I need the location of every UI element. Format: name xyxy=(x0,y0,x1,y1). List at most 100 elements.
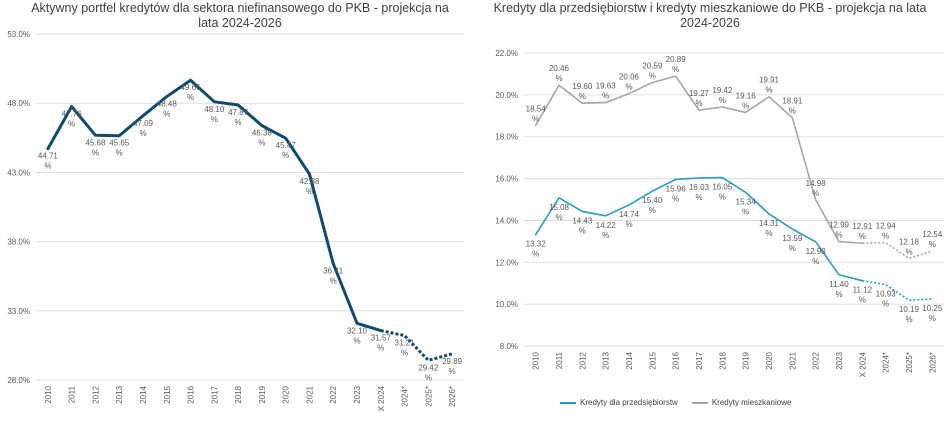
legend-label-przedsiebiorstw: Kredyty dla przedsiębiorstw xyxy=(580,398,678,407)
chart2-series-1-projection-line xyxy=(862,279,933,301)
chart2-series-2-data-label: 14.98% xyxy=(806,179,827,198)
chart1-ytick-label: 33.0% xyxy=(7,307,30,316)
chart2-ytick-label: 8.0% xyxy=(500,342,518,351)
chart1-series-1-data-label: 36.41% xyxy=(323,267,344,286)
chart1-xtick-label: 2013 xyxy=(115,385,124,403)
chart1-ytick-label: 38.0% xyxy=(7,238,30,247)
chart2-series-1-data-label: 16.05% xyxy=(712,183,733,202)
chart1-series-1-data-label: 47.09% xyxy=(133,119,154,138)
chart2-series-1-data-label: 14.43% xyxy=(572,216,593,235)
chart2-xtick-label: 2010 xyxy=(532,351,541,369)
chart1-ytick-label: 53.0% xyxy=(7,30,30,39)
chart2-series-2-data-label: 19.16% xyxy=(736,91,757,110)
chart2-xtick-label: 2024* xyxy=(882,352,891,373)
chart1-series-1-data-label: 29.89% xyxy=(442,357,463,376)
chart2-series-1-data-label: 13.59% xyxy=(782,234,803,253)
chart2-ytick-label: 10.0% xyxy=(495,300,518,309)
chart1-series-1-data-label: 47.87% xyxy=(228,108,249,127)
legend-swatch-mieszkaniowe xyxy=(691,401,708,404)
chart2-series-2-data-label: 18.54% xyxy=(526,104,547,123)
chart2-ytick-label: 20.0% xyxy=(495,91,518,100)
chart2-series-2-data-label: 12.91% xyxy=(852,222,873,241)
chart1-xtick-label: 2022 xyxy=(329,385,338,403)
chart1-xtick-label: 2019 xyxy=(258,385,267,403)
chart1-series-1-data-label: 45.47% xyxy=(276,141,297,160)
chart1-series-1-data-label: 47.76% xyxy=(62,110,83,129)
chart2-series-2-line xyxy=(534,75,864,245)
chart2-xtick-label: 2016 xyxy=(672,351,681,369)
chart2-series-1-data-label: 10.93% xyxy=(876,290,897,309)
chart1-xtick-label: X 2024 xyxy=(377,385,386,411)
chart2: 8.0% 10.0% 12.0% 14.0% 16.0% 18.0% 20.0% 22.0% 2… xyxy=(495,49,944,377)
chart2-xtick-label: 2022 xyxy=(812,351,821,369)
legend-item-mieszkaniowe: Kredyty mieszkaniowe xyxy=(691,398,792,407)
legend-item-przedsiebiorstw: Kredyty dla przedsiębiorstw xyxy=(560,398,678,407)
chart2-xtick-label: 2025* xyxy=(905,352,914,373)
chart1-xtick-label: 2023 xyxy=(353,385,362,403)
chart2-series-2-data-label: 19.60% xyxy=(572,82,593,101)
chart2-series-1-data-label: 14.74% xyxy=(619,210,640,229)
chart1-xtick-label: 2016 xyxy=(187,385,196,403)
chart2-series-2-data-label: 20.89% xyxy=(666,55,687,74)
legend-label-mieszkaniowe: Kredyty mieszkaniowe xyxy=(711,398,792,407)
chart1-title: Aktywny portfel kredytów dla sektora nie… xyxy=(31,1,449,30)
chart2-series-2-projection-line xyxy=(862,241,933,260)
chart2-xtick-label: 2023 xyxy=(835,351,844,369)
chart1-series-1-data-label: 29.42% xyxy=(418,363,439,382)
chart1-xtick-label: 2026* xyxy=(448,386,457,407)
chart2-xtick-label: 2013 xyxy=(602,351,611,369)
chart2-xtick-label: 2018 xyxy=(718,351,727,369)
chart1-ytick-label: 28.0% xyxy=(7,376,30,385)
chart1-series-1-projection-line xyxy=(380,329,453,363)
chart2-series-1-data-label: 12.98% xyxy=(806,247,827,266)
chart1-xtick-label: 2021 xyxy=(305,385,314,403)
chart1-series-1-data-label: 45.65% xyxy=(109,139,130,158)
chart2-series-2-data-label: 20.06% xyxy=(619,73,640,92)
chart1-series-1-data-label: 45.68% xyxy=(85,138,106,157)
chart2-ytick-label: 12.0% xyxy=(495,258,518,267)
chart2-legend: Kredyty dla przedsiębiorstw Kredyty mies… xyxy=(560,398,791,407)
chart2-xtick-label: 2020 xyxy=(765,351,774,369)
chart1-ytick-label: 48.0% xyxy=(7,99,30,108)
chart1-xtick-label: 2018 xyxy=(234,385,243,403)
chart2-xtick-label: 2026* xyxy=(928,352,937,373)
chart2-series-2-data-label: 19.27% xyxy=(689,89,710,108)
chart2-series-1-data-label: 15.96% xyxy=(666,184,687,203)
chart2-series-2-data-label: 12.99% xyxy=(829,221,850,240)
chart2-series-1-data-label: 13.32% xyxy=(526,240,547,259)
chart2-xtick-label: 2011 xyxy=(555,351,564,369)
chart1-xtick-label: 2017 xyxy=(210,385,219,403)
chart2-series-1-line xyxy=(534,176,864,282)
chart1-xtick-label: 2015 xyxy=(163,385,172,403)
chart2-series-2-data-label: 12.94% xyxy=(876,222,897,241)
chart2-series-1-data-label: 11.12% xyxy=(853,286,873,305)
chart1-series-1-data-label: 48.10% xyxy=(204,105,225,124)
chart1-series-1-data-label: 31.21% xyxy=(395,339,416,358)
chart2-series-1-data-label: 14.31% xyxy=(759,219,780,238)
chart1-ytick-label: 43.0% xyxy=(7,168,30,177)
chart1-series-1-data-label: 49.66% xyxy=(181,83,202,102)
chart1-xtick-label: 2014 xyxy=(139,385,148,403)
chart1-series-1-line xyxy=(46,78,383,333)
chart1-series-1-data-label: 32.10% xyxy=(347,326,368,345)
chart1-xtick-label: 2011 xyxy=(68,385,77,403)
chart2-ytick-label: 22.0% xyxy=(495,49,518,58)
chart1-series-1-data-label: 44.71% xyxy=(38,152,59,171)
chart2-xtick-label: X 2024 xyxy=(858,351,867,377)
chart2-series-1-data-label: 14.22% xyxy=(596,221,617,240)
chart2-xtick-label: 2021 xyxy=(788,351,797,369)
chart2-xtick-label: 2015 xyxy=(648,351,657,369)
chart1-xtick-label: 2010 xyxy=(44,385,53,403)
chart2-xtick-label: 2017 xyxy=(695,351,704,369)
chart1-xtick-label: 2020 xyxy=(282,385,291,403)
chart1-xtick-label: 2025* xyxy=(424,386,433,407)
chart2-series-2-data-label: 19.42% xyxy=(712,86,733,105)
chart2-series-2-data-label: 20.46% xyxy=(549,64,570,83)
chart2-series-2-data-label: 19.91% xyxy=(759,76,780,95)
chart1-series-1-data-label: 46.38% xyxy=(252,129,273,148)
chart2-series-2-data-label: 12.54% xyxy=(922,230,943,249)
chart2-series-1-data-label: 16.03% xyxy=(689,183,710,202)
chart1-xtick-label: 2024* xyxy=(401,386,410,407)
chart2-xtick-label: 2019 xyxy=(742,351,751,369)
chart2-xtick-label: 2014 xyxy=(625,351,634,369)
